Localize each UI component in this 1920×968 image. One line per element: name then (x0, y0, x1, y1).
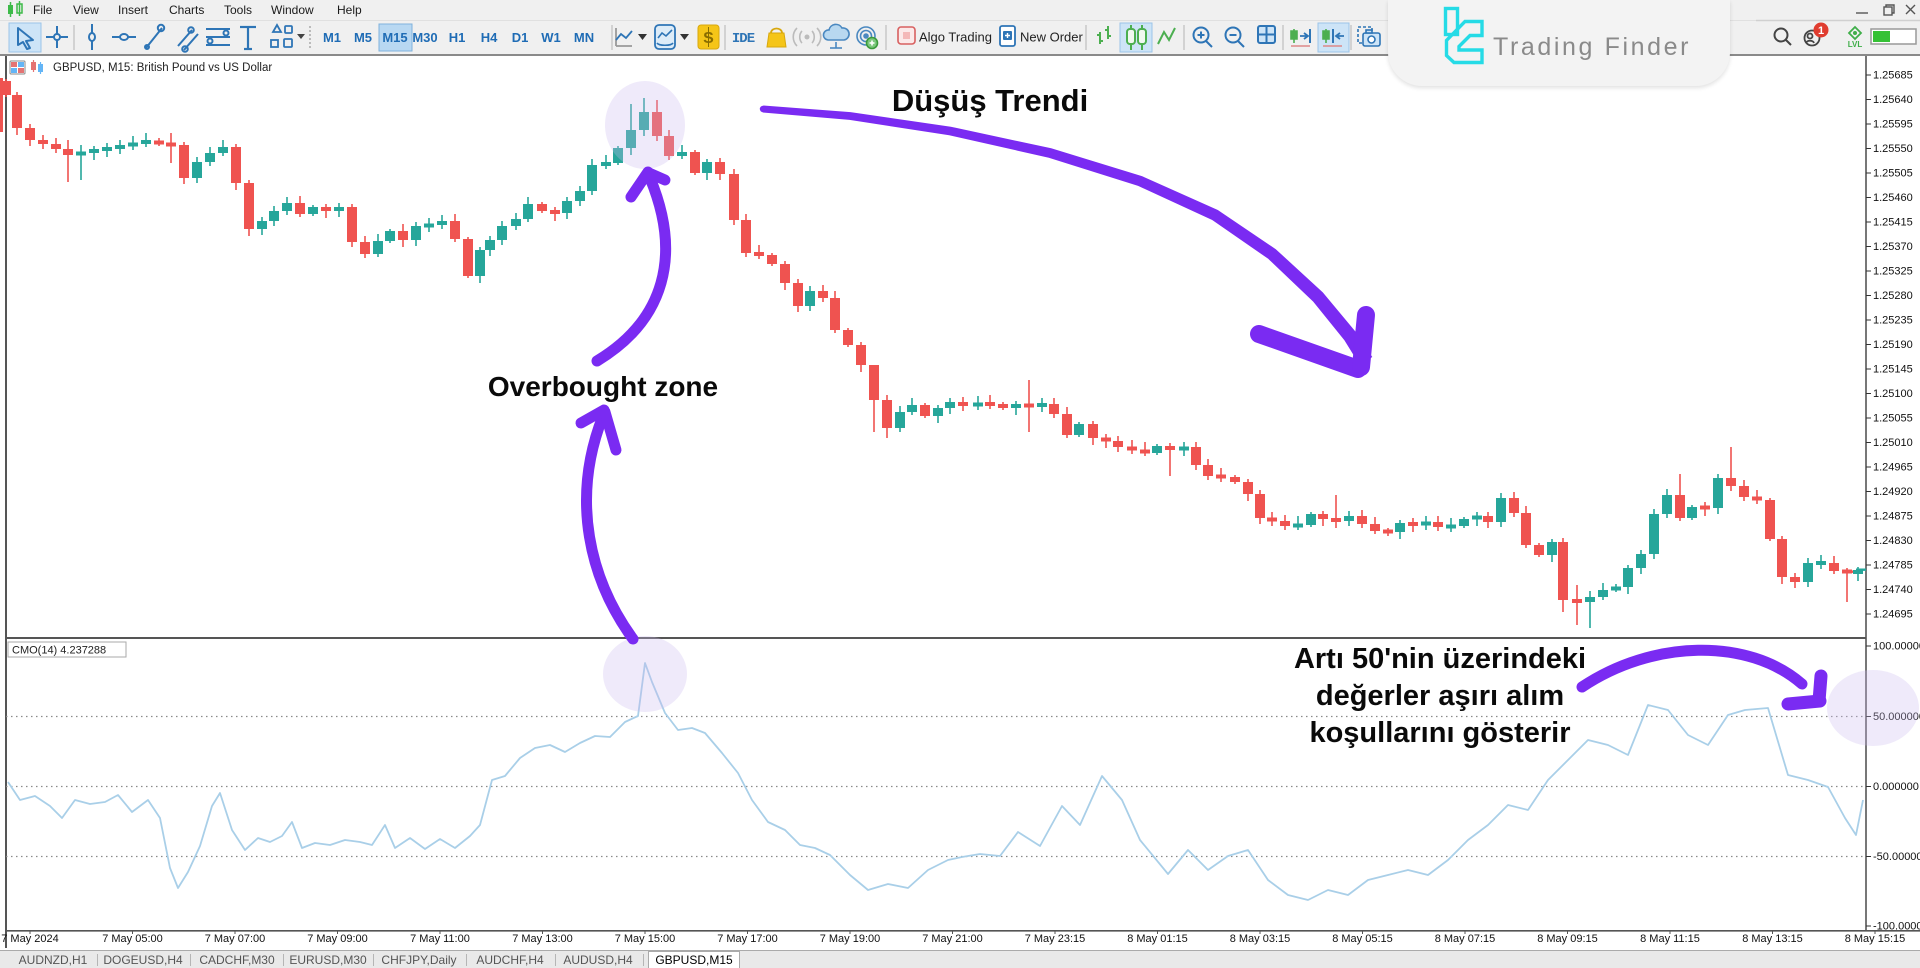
svg-text:1.24920: 1.24920 (1873, 486, 1913, 498)
svg-text:-100.000000: -100.000000 (1873, 921, 1920, 933)
svg-text:Algo Trading: Algo Trading (919, 30, 992, 45)
svg-text:7 May 19:00: 7 May 19:00 (820, 933, 881, 945)
svg-text:1.24740: 1.24740 (1873, 584, 1913, 596)
svg-text:1.25640: 1.25640 (1873, 94, 1913, 106)
svg-text:-50.000000: -50.000000 (1873, 851, 1920, 863)
svg-text:1: 1 (1818, 25, 1824, 37)
svg-text:0.000000: 0.000000 (1873, 781, 1919, 793)
svg-text:CMO(14) 4.237288: CMO(14) 4.237288 (12, 645, 106, 657)
svg-text:1.24965: 1.24965 (1873, 462, 1913, 474)
svg-text:1.25460: 1.25460 (1873, 192, 1913, 204)
svg-text:LVL: LVL (1848, 40, 1863, 49)
svg-text:GBPUSD, M15: British Pound vs: GBPUSD, M15: British Pound vs US Dollar (53, 62, 272, 74)
svg-text:7 May 09:00: 7 May 09:00 (307, 933, 368, 945)
svg-text:8 May 13:15: 8 May 13:15 (1742, 933, 1803, 945)
svg-text:M15: M15 (382, 30, 407, 45)
svg-text:7 May 11:00: 7 May 11:00 (410, 933, 470, 945)
svg-text:1.25325: 1.25325 (1873, 266, 1913, 278)
svg-text:IDE: IDE (732, 31, 755, 47)
svg-text:8 May 01:15: 8 May 01:15 (1127, 933, 1188, 945)
svg-text:100.000000: 100.000000 (1873, 641, 1920, 653)
svg-text:W1: W1 (541, 30, 561, 45)
svg-text:7 May 13:00: 7 May 13:00 (512, 933, 573, 945)
svg-text:7 May 2024: 7 May 2024 (1, 933, 58, 945)
svg-text:8 May 11:15: 8 May 11:15 (1640, 933, 1700, 945)
svg-text:Overbought zone: Overbought zone (488, 371, 718, 402)
svg-text:7 May 23:15: 7 May 23:15 (1025, 933, 1086, 945)
svg-text:7 May 15:00: 7 May 15:00 (615, 933, 676, 945)
svg-text:MN: MN (574, 30, 594, 45)
svg-text:M5: M5 (354, 30, 372, 45)
svg-text:8 May 07:15: 8 May 07:15 (1435, 933, 1496, 945)
svg-text:Artı 50'nin üzerindeki: Artı 50'nin üzerindeki (1294, 643, 1586, 675)
svg-text:1.25505: 1.25505 (1873, 168, 1913, 180)
svg-text:50.000000: 50.000000 (1873, 711, 1920, 723)
svg-text:New Order: New Order (1020, 30, 1084, 45)
svg-text:1.24785: 1.24785 (1873, 560, 1913, 572)
svg-text:7 May 07:00: 7 May 07:00 (205, 933, 266, 945)
svg-text:1.25235: 1.25235 (1873, 315, 1913, 327)
svg-text:8 May 09:15: 8 May 09:15 (1537, 933, 1598, 945)
svg-text:1.25685: 1.25685 (1873, 70, 1913, 82)
svg-text:1.24830: 1.24830 (1873, 535, 1913, 547)
svg-text:1.25280: 1.25280 (1873, 290, 1913, 302)
svg-text:8 May 05:15: 8 May 05:15 (1332, 933, 1393, 945)
svg-text:1.25550: 1.25550 (1873, 143, 1913, 155)
svg-text:Düşüş Trendi: Düşüş Trendi (892, 83, 1088, 118)
svg-text:koşullarını gösterir: koşullarını gösterir (1309, 717, 1570, 749)
svg-text:7 May 21:00: 7 May 21:00 (922, 933, 983, 945)
svg-text:H4: H4 (481, 30, 498, 45)
svg-text:1.25100: 1.25100 (1873, 388, 1913, 400)
svg-text:1.24695: 1.24695 (1873, 609, 1913, 621)
svg-text:7 May 05:00: 7 May 05:00 (102, 933, 163, 945)
svg-text:H1: H1 (449, 30, 466, 45)
svg-text:8 May 03:15: 8 May 03:15 (1230, 933, 1291, 945)
svg-text:1.24875: 1.24875 (1873, 511, 1913, 523)
svg-text:1.25415: 1.25415 (1873, 217, 1913, 229)
svg-text:1.25190: 1.25190 (1873, 339, 1913, 351)
svg-text:1.25370: 1.25370 (1873, 241, 1913, 253)
svg-text:1.25055: 1.25055 (1873, 413, 1913, 425)
svg-text:1.25595: 1.25595 (1873, 119, 1913, 131)
svg-text:8 May 15:15: 8 May 15:15 (1845, 933, 1906, 945)
svg-text:M30: M30 (412, 30, 437, 45)
svg-text:Trading Finder: Trading Finder (1493, 33, 1691, 61)
svg-text:değerler aşırı alım: değerler aşırı alım (1316, 680, 1564, 712)
svg-text:D1: D1 (512, 30, 529, 45)
svg-text:M1: M1 (323, 30, 341, 45)
svg-text:1.25145: 1.25145 (1873, 364, 1913, 376)
svg-text:7 May 17:00: 7 May 17:00 (717, 933, 778, 945)
svg-text:1.25010: 1.25010 (1873, 437, 1913, 449)
